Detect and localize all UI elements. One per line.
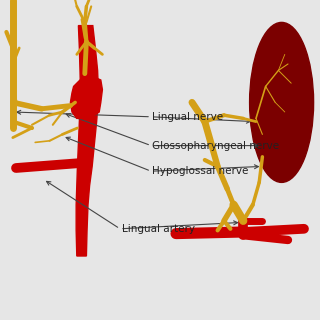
Ellipse shape bbox=[250, 22, 314, 182]
Polygon shape bbox=[76, 26, 99, 256]
Text: Glossopharyngeal nerve: Glossopharyngeal nerve bbox=[152, 140, 279, 151]
Text: Lingual artery: Lingual artery bbox=[122, 224, 195, 234]
Text: Lingual nerve: Lingual nerve bbox=[152, 112, 223, 122]
Text: Hypoglossal nerve: Hypoglossal nerve bbox=[152, 166, 248, 176]
Polygon shape bbox=[70, 74, 102, 118]
